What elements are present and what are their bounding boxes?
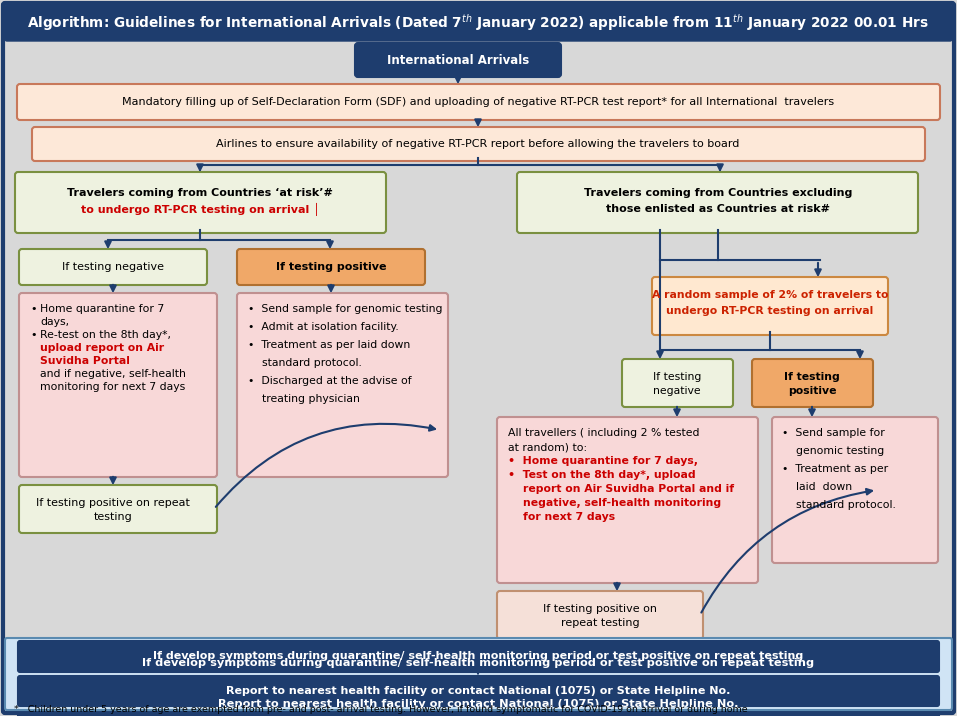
Text: at random) to:: at random) to:	[508, 442, 588, 452]
FancyBboxPatch shape	[752, 359, 873, 407]
FancyBboxPatch shape	[15, 172, 386, 233]
FancyBboxPatch shape	[497, 591, 703, 639]
Text: treating physician: treating physician	[248, 394, 360, 404]
FancyBboxPatch shape	[517, 172, 918, 233]
FancyBboxPatch shape	[19, 293, 217, 477]
Text: monitoring for next 7 days: monitoring for next 7 days	[40, 382, 186, 392]
Text: Re-test on the 8th day*,: Re-test on the 8th day*,	[40, 330, 171, 340]
Text: If testing: If testing	[784, 372, 840, 382]
FancyBboxPatch shape	[32, 127, 925, 161]
Text: laid  down: laid down	[782, 482, 852, 492]
Text: repeat testing: repeat testing	[561, 618, 639, 628]
Text: If testing positive: If testing positive	[276, 262, 387, 272]
FancyBboxPatch shape	[497, 417, 758, 583]
Text: •: •	[30, 304, 36, 314]
Text: •  Send sample for: • Send sample for	[782, 428, 885, 438]
Text: •  Treatment as per: • Treatment as per	[782, 464, 888, 474]
FancyBboxPatch shape	[19, 485, 217, 533]
FancyBboxPatch shape	[17, 84, 940, 120]
Text: to undergo RT-PCR testing on arrival │: to undergo RT-PCR testing on arrival │	[80, 203, 320, 216]
Text: negative, self-health monitoring: negative, self-health monitoring	[508, 498, 722, 508]
Text: Home quarantine for 7: Home quarantine for 7	[40, 304, 165, 314]
Text: If testing: If testing	[653, 372, 701, 382]
Text: standard protocol.: standard protocol.	[248, 358, 362, 368]
FancyBboxPatch shape	[5, 638, 952, 710]
Text: All travellers ( including 2 % tested: All travellers ( including 2 % tested	[508, 428, 700, 438]
Text: •  Home quarantine for 7 days,: • Home quarantine for 7 days,	[508, 456, 698, 466]
Text: and if negative, self-health: and if negative, self-health	[40, 369, 186, 379]
FancyBboxPatch shape	[237, 249, 425, 285]
Text: A random sample of 2% of travelers to: A random sample of 2% of travelers to	[652, 290, 888, 300]
Text: for next 7 days: for next 7 days	[508, 512, 615, 522]
FancyBboxPatch shape	[18, 676, 939, 706]
Text: upload report on Air: upload report on Air	[40, 343, 164, 353]
Text: negative: negative	[654, 386, 701, 396]
FancyBboxPatch shape	[355, 43, 561, 77]
FancyBboxPatch shape	[5, 5, 952, 41]
FancyBboxPatch shape	[18, 646, 939, 680]
Text: •  Admit at isolation facility.: • Admit at isolation facility.	[248, 322, 399, 332]
Text: •  Test on the 8th day*, upload: • Test on the 8th day*, upload	[508, 470, 696, 480]
Text: report on Air Suvidha Portal and if: report on Air Suvidha Portal and if	[508, 484, 734, 494]
Text: •: •	[30, 330, 36, 340]
Text: *   Children under 5 years of age are exempted from pre- and post- arrival testi: * Children under 5 years of age are exem…	[14, 705, 747, 714]
Text: If develop symptoms during quarantine/ self-health monitoring period or test pos: If develop symptoms during quarantine/ s…	[153, 651, 803, 661]
Text: Report to nearest health facility or contact National (1075) or State Helpline N: Report to nearest health facility or con…	[218, 699, 738, 709]
Text: standard protocol.: standard protocol.	[782, 500, 896, 510]
Text: Travelers coming from Countries excluding: Travelers coming from Countries excludin…	[584, 188, 852, 198]
FancyBboxPatch shape	[19, 249, 207, 285]
Text: •  Send sample for genomic testing: • Send sample for genomic testing	[248, 304, 442, 314]
Text: genomic testing: genomic testing	[782, 446, 884, 456]
Text: testing: testing	[94, 512, 132, 522]
Text: International Arrivals: International Arrivals	[387, 54, 529, 67]
FancyBboxPatch shape	[237, 293, 448, 477]
Text: If testing negative: If testing negative	[62, 262, 164, 272]
Text: If develop symptoms during quarantine/ self-health monitoring period or test pos: If develop symptoms during quarantine/ s…	[142, 658, 814, 668]
Text: undergo RT-PCR testing on arrival: undergo RT-PCR testing on arrival	[666, 306, 874, 316]
Text: positive: positive	[788, 386, 836, 396]
Text: •  Discharged at the advise of: • Discharged at the advise of	[248, 376, 412, 386]
Text: Suvidha Portal: Suvidha Portal	[40, 356, 130, 366]
Text: If testing positive on: If testing positive on	[543, 604, 657, 614]
Text: If testing positive on repeat: If testing positive on repeat	[36, 498, 189, 508]
FancyBboxPatch shape	[18, 641, 939, 672]
FancyBboxPatch shape	[652, 277, 888, 335]
Text: Travelers coming from Countries ‘at risk’#: Travelers coming from Countries ‘at risk…	[67, 188, 333, 198]
Text: days,: days,	[40, 317, 69, 327]
Text: Algorithm: Guidelines for International Arrivals (Dated 7$^{th}$ January 2022) a: Algorithm: Guidelines for International …	[27, 13, 929, 34]
FancyBboxPatch shape	[18, 688, 939, 716]
Text: Report to nearest health facility or contact National (1075) or State Helpline N: Report to nearest health facility or con…	[226, 686, 730, 696]
Text: •  Treatment as per laid down: • Treatment as per laid down	[248, 340, 411, 350]
Text: Airlines to ensure availability of negative RT-PCR report before allowing the tr: Airlines to ensure availability of negat…	[216, 139, 740, 149]
FancyBboxPatch shape	[622, 359, 733, 407]
FancyBboxPatch shape	[772, 417, 938, 563]
Text: Mandatory filling up of Self-Declaration Form (SDF) and uploading of negative RT: Mandatory filling up of Self-Declaration…	[122, 97, 835, 107]
Text: those enlisted as Countries at risk#: those enlisted as Countries at risk#	[606, 204, 830, 214]
